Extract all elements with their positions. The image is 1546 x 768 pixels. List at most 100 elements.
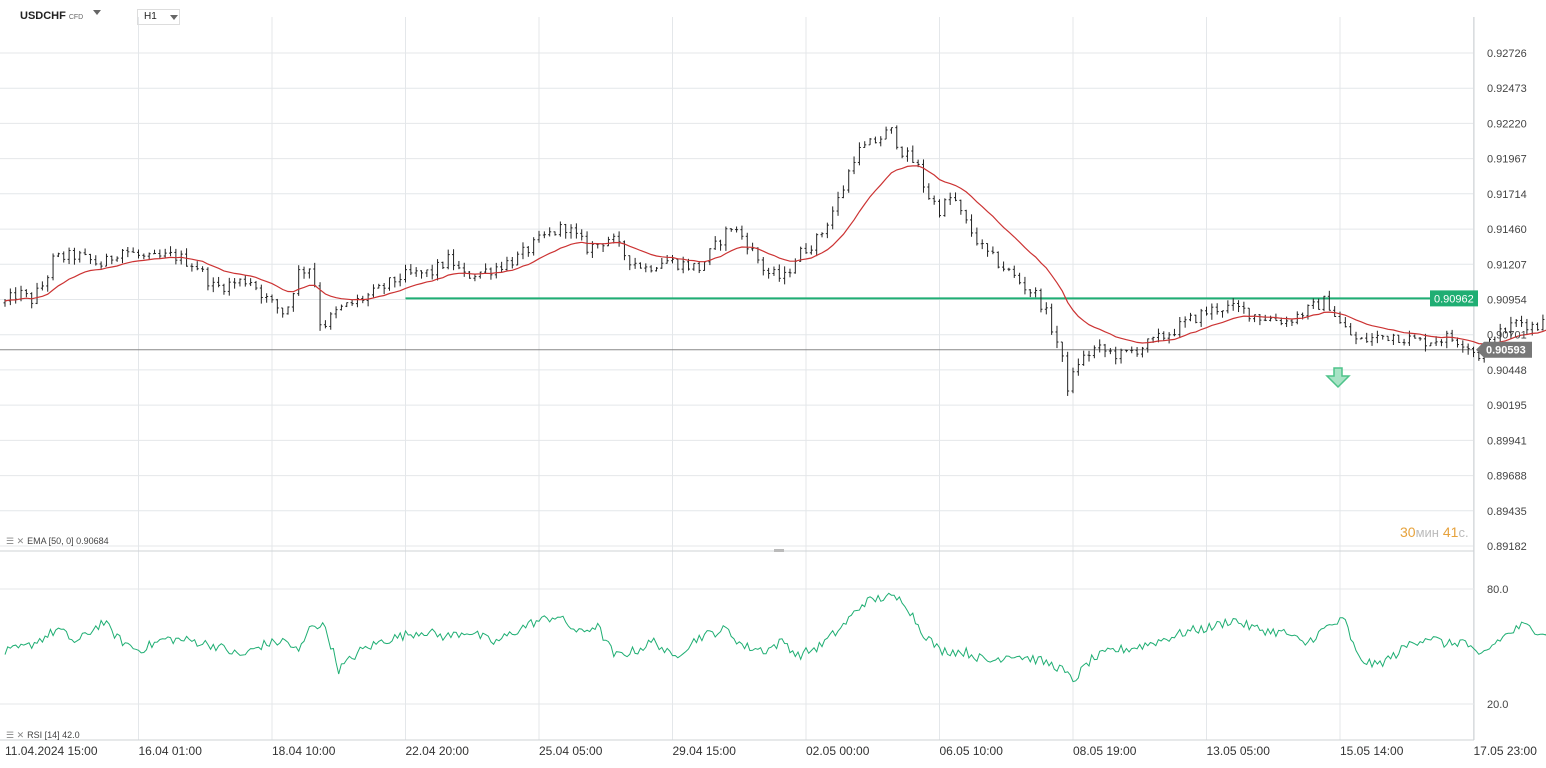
ohlc-bar	[1263, 314, 1267, 322]
ohlc-bar	[345, 302, 349, 308]
ohlc-bar	[905, 147, 909, 162]
ohlc-bar	[414, 267, 418, 277]
ohlc-bar	[355, 294, 359, 308]
ohlc-bar	[911, 145, 915, 163]
timer-minutes: 30	[1400, 524, 1416, 540]
ohlc-bar	[1418, 337, 1422, 341]
x-tick-label: 25.04 05:00	[539, 744, 603, 758]
ohlc-bar	[745, 232, 749, 255]
ohlc-bar	[692, 262, 696, 271]
ohlc-bar	[895, 125, 899, 150]
ohlc-bar	[996, 251, 1000, 269]
ohlc-bar	[927, 183, 931, 200]
ohlc-bar	[404, 264, 407, 283]
ohlc-bar	[767, 267, 771, 279]
ohlc-bar	[1023, 276, 1027, 295]
ohlc-bar	[270, 294, 274, 303]
timeframe-label: H1	[144, 11, 157, 22]
y-tick-label: 0.92726	[1487, 48, 1527, 60]
ohlc-bar	[441, 261, 445, 270]
ohlc-bar	[393, 276, 397, 288]
ohlc-bar	[943, 198, 947, 217]
ohlc-bar	[163, 248, 167, 258]
ohlc-bar	[40, 281, 44, 291]
ohlc-bar	[500, 261, 504, 273]
ohlc-bar	[772, 266, 776, 276]
ohlc-bar	[836, 191, 840, 216]
y-tick-label: 0.92473	[1487, 83, 1527, 95]
ohlc-bar	[484, 263, 488, 274]
x-tick-label: 16.04 01:00	[139, 744, 203, 758]
ohlc-bar	[1450, 329, 1454, 342]
ohlc-bar	[281, 307, 285, 318]
ohlc-bar	[569, 224, 573, 239]
ohlc-bar	[243, 274, 247, 287]
ohlc-bar	[628, 255, 632, 271]
ohlc-bar	[719, 239, 723, 251]
ohlc-bar	[1012, 265, 1016, 278]
ohlc-bar	[291, 292, 295, 312]
ohlc-bar	[238, 278, 242, 287]
ohlc-bar	[51, 253, 55, 281]
settings-lines-icon[interactable]: ☰ ✕	[6, 730, 25, 740]
ohlc-bar	[72, 247, 76, 265]
ohlc-bar	[1413, 334, 1417, 339]
ohlc-bar	[131, 247, 135, 253]
ohlc-bar	[1349, 323, 1353, 336]
ema-legend-label: EMA [50, 0] 0.90684	[27, 536, 109, 546]
ohlc-bar	[1247, 307, 1251, 322]
x-tick-label: 22.04 20:00	[406, 744, 470, 758]
ohlc-bar	[382, 282, 386, 295]
ohlc-bar	[1333, 306, 1337, 317]
price-tags: 0.90962 0.90593	[1325, 290, 1532, 389]
ohlc-bar	[67, 247, 71, 265]
ohlc-bar	[1237, 300, 1241, 313]
ohlc-bar	[88, 253, 92, 264]
ohlc-bar	[1199, 308, 1203, 327]
ohlc-bar	[783, 266, 787, 285]
ohlc-bar	[863, 141, 867, 148]
ohlc-bar	[1391, 333, 1395, 345]
ohlc-bar	[521, 242, 525, 260]
ohlc-bar	[142, 253, 146, 260]
timeframe-chevron-down-icon[interactable]	[170, 15, 178, 20]
ohlc-bar	[227, 277, 231, 296]
ohlc-bar	[708, 248, 712, 266]
ohlc-bar	[1194, 314, 1198, 324]
ohlc-bar	[1055, 325, 1059, 349]
ohlc-bar	[56, 252, 60, 258]
ohlc-bar	[516, 251, 520, 266]
ohlc-bar	[1082, 350, 1086, 366]
ohlc-bar	[1445, 330, 1449, 349]
ohlc-bar	[564, 223, 568, 239]
chevron-down-icon[interactable]	[93, 10, 101, 15]
ohlc-bar	[970, 214, 974, 237]
ohlc-bar	[1103, 343, 1107, 358]
ohlc-bar	[815, 233, 819, 257]
ohlc-bar	[868, 138, 872, 146]
x-tick-label: 13.05 05:00	[1207, 744, 1271, 758]
bar-countdown-timer: 30мин 41с.	[1400, 524, 1469, 540]
ema-legend: ☰ ✕ EMA [50, 0] 0.90684	[6, 536, 109, 547]
ohlc-bar	[660, 257, 664, 269]
ohlc-bar	[1135, 347, 1139, 357]
ohlc-bar	[1541, 314, 1545, 331]
ohlc-bar	[494, 262, 498, 279]
ohlc-bar	[852, 156, 856, 175]
y-tick-label: 0.91967	[1487, 154, 1527, 166]
symbol-selector[interactable]: USDCHF CFD	[20, 10, 83, 22]
ohlc-bar	[964, 209, 968, 224]
ohlc-bar	[665, 255, 669, 264]
ohlc-bar	[169, 246, 173, 257]
horizontal-line	[0, 297, 1474, 351]
y-tick-label: 0.92220	[1487, 118, 1527, 130]
settings-lines-icon[interactable]: ☰ ✕	[6, 536, 25, 546]
pane-resize-handle[interactable]	[774, 549, 784, 552]
ohlc-bar	[1060, 341, 1064, 362]
ohlc-bar	[932, 195, 936, 205]
ohlc-bar	[254, 280, 258, 291]
ohlc-bar	[638, 262, 642, 269]
timeframe-selector[interactable]: H1	[137, 9, 180, 25]
